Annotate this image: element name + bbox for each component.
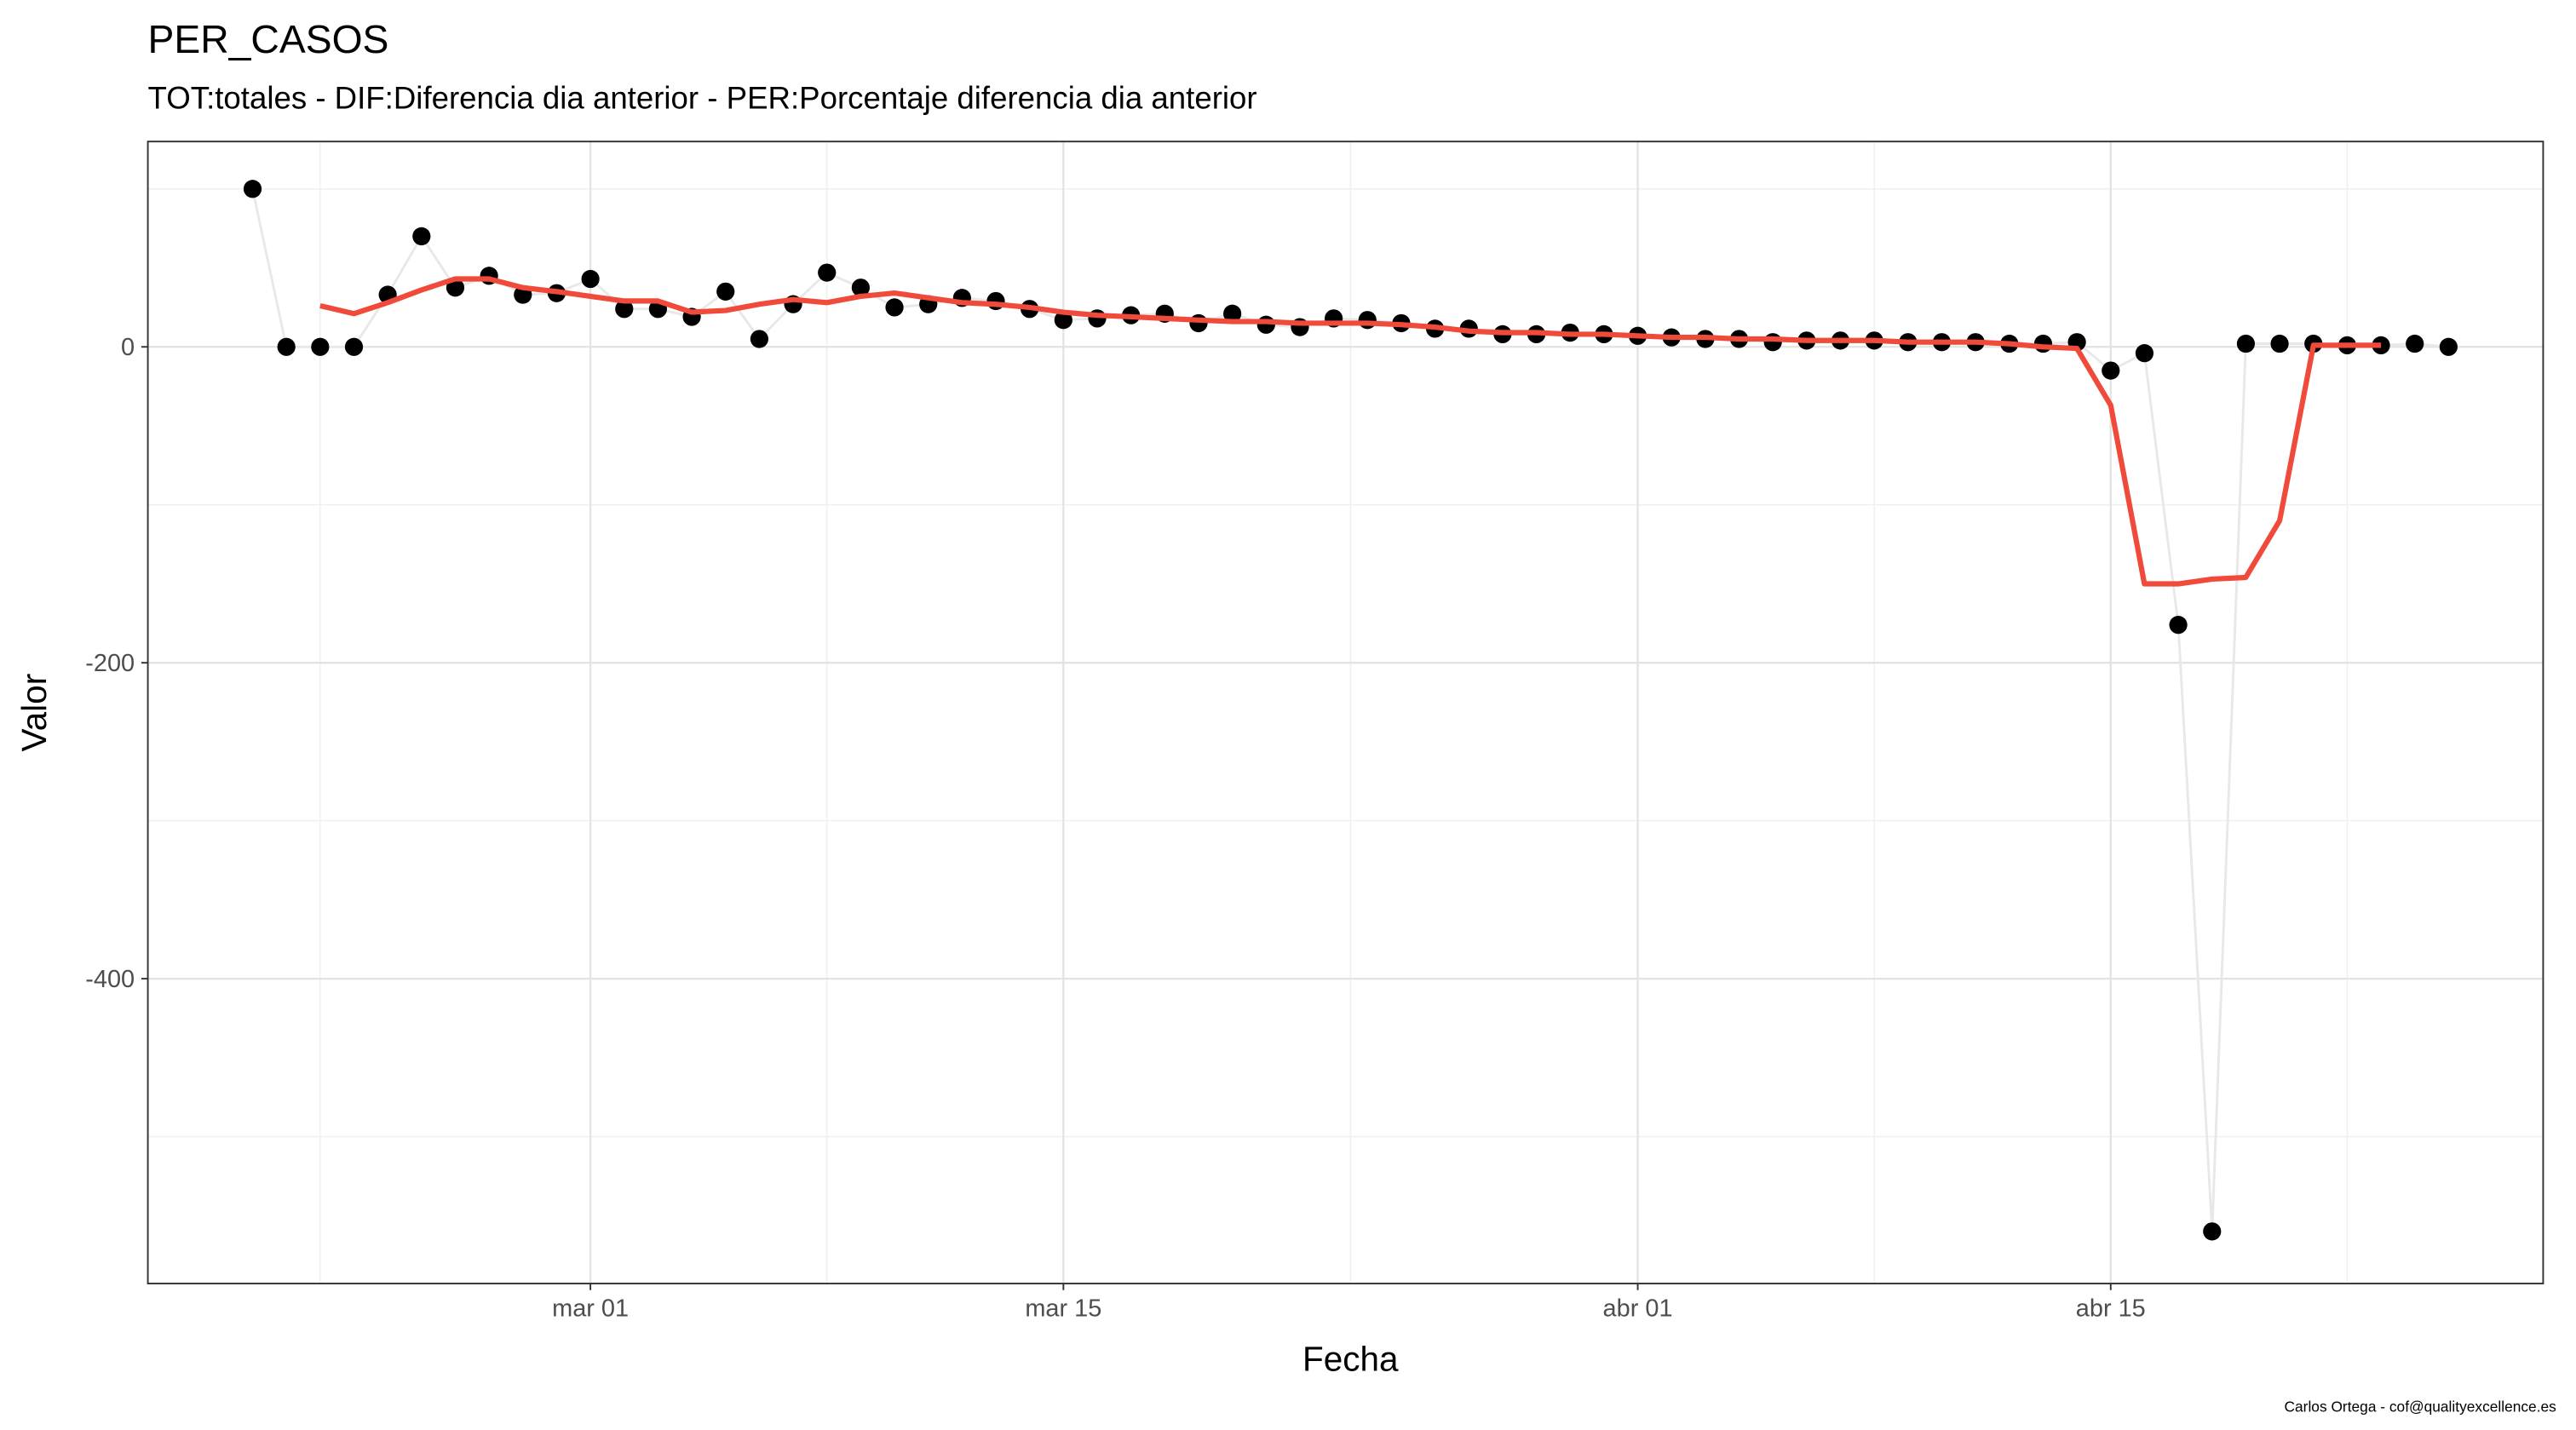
point [2135,344,2154,363]
x-tick-label: abr 15 [2076,1295,2146,1323]
grid [147,141,2544,1284]
point [851,279,870,297]
point [1763,333,1782,352]
point [1256,315,1275,334]
point [344,337,364,356]
point [243,180,262,198]
point [2270,334,2289,353]
point [311,337,330,356]
point [2406,334,2424,353]
x-tick-label: abr 01 [1603,1295,1673,1323]
marks [243,180,2458,1241]
point [750,330,769,348]
axes: -400 -200 0 mar 01 mar 15 abr 01 abr 15 [85,334,2146,1323]
point [2236,334,2256,353]
point [1358,311,1377,330]
point [1223,304,1242,323]
point [615,300,634,319]
point [2439,337,2458,356]
point [277,337,296,356]
x-axis-title: Fecha [1302,1339,1399,1378]
y-tick-label: -400 [85,966,135,993]
x-tick-label: mar 01 [552,1295,629,1323]
point [2102,361,2120,380]
point [818,263,837,282]
point [885,298,904,317]
x-tick-label: mar 15 [1025,1295,1101,1323]
panel-border [147,141,2544,1285]
y-tick-label: 0 [121,334,135,361]
chart-subtitle: TOT:totales - DIF:Diferencia dia anterio… [148,80,1257,115]
y-tick-label: -200 [85,650,135,677]
point [1054,311,1072,330]
point [2203,1222,2222,1241]
smooth-line [319,276,2382,587]
point [412,227,431,246]
point [716,282,735,301]
point [2169,616,2188,635]
point [1189,313,1208,333]
point [581,269,600,289]
y-axis-title: Valor [14,674,54,752]
caption: Carlos Ortega - cof@qualityexcellence.es [2285,1398,2557,1416]
chart-title: PER_CASOS [148,17,389,61]
